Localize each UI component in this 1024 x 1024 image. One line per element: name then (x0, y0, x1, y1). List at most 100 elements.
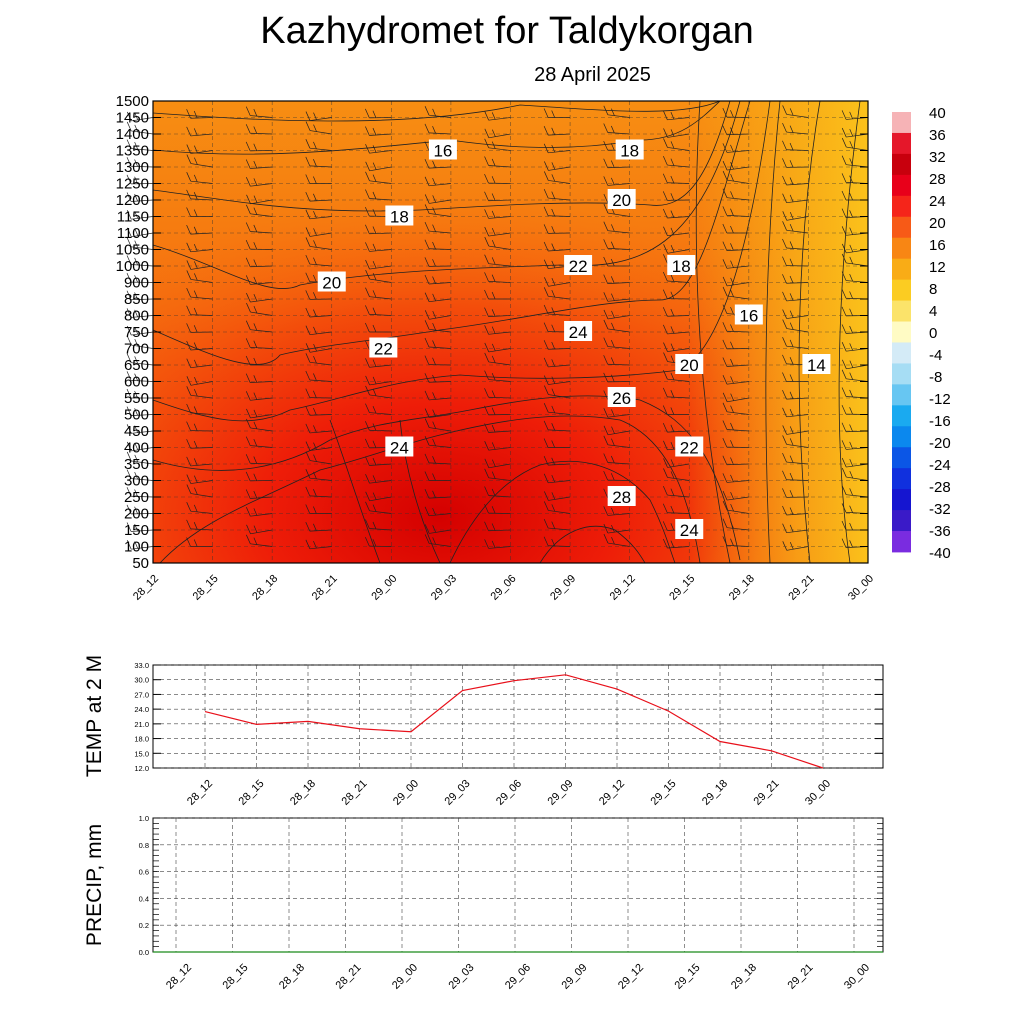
heatmap-y-tick-label: 1200 (116, 192, 149, 209)
heatmap-y-tick-label: 1100 (117, 225, 149, 242)
wind-barb (722, 160, 749, 171)
colorbar-segment (892, 531, 911, 553)
wind-barb (424, 418, 451, 432)
svg-text:20: 20 (322, 274, 341, 293)
wind-barb (186, 421, 213, 432)
heatmap-x-tick-label: 30_00 (846, 573, 876, 603)
temp-x-tick-label: 29_18 (700, 778, 730, 808)
colorbar-segment (892, 279, 911, 301)
wind-barb (246, 204, 273, 217)
temp-series (204, 674, 824, 769)
precip-y-tick-label: 0.8 (139, 841, 149, 850)
contour-label: 18 (667, 255, 696, 276)
temp-y-tick-label: 12.0 (134, 764, 149, 773)
wind-barb (246, 292, 273, 303)
wind-barb (305, 111, 332, 121)
colorbar-label: 36 (929, 127, 946, 144)
wind-barb (305, 469, 332, 481)
wind-barb (603, 292, 630, 302)
contour-label: 18 (385, 205, 414, 227)
contour-label: 24 (564, 321, 593, 342)
wind-barb (126, 121, 154, 135)
wind-barb (186, 474, 213, 484)
wind-barb (305, 539, 332, 550)
precip-panel-frame (152, 817, 884, 953)
wind-barb (365, 358, 392, 368)
wind-barb (544, 277, 571, 287)
wind-barb (603, 176, 630, 186)
heatmap-x-tick-label: 28_12 (131, 573, 161, 603)
colorbar-segment (892, 112, 911, 134)
wind-barb (186, 109, 213, 119)
contour-labels: 16 18 18 20 20 22 18 16 24 22 20 14 26 22 24 28 24 (317, 139, 831, 540)
wind-barb (841, 457, 869, 468)
wind-barb (305, 254, 332, 267)
wind-barb (722, 322, 749, 333)
wind-barb (126, 522, 154, 532)
wind-barb (543, 473, 571, 484)
wind-barb (543, 143, 571, 154)
wind-barb (782, 407, 809, 418)
precip-gridlines (153, 817, 883, 953)
wind-barb (365, 161, 392, 172)
temp-x-tick-label: 29_06 (494, 778, 524, 808)
heatmap-x-tick-label: 28_15 (191, 573, 221, 603)
temp-x-tick-label: 29_09 (546, 778, 576, 808)
wind-barb (484, 111, 511, 121)
heatmap-y-tick-label: 1150 (117, 209, 149, 226)
colorbar-segment (892, 258, 911, 281)
colorbar-segment (892, 363, 911, 385)
svg-text:26: 26 (612, 389, 631, 408)
wind-barb (245, 106, 273, 118)
wind-barb (424, 176, 451, 187)
contour-label: 18 (615, 139, 644, 161)
contour-label: 16 (734, 304, 763, 326)
wind-barb (782, 221, 809, 234)
heatmap-y-tick-label: 250 (124, 489, 149, 506)
wind-barb (186, 484, 213, 498)
svg-text:24: 24 (390, 439, 409, 458)
svg-text:16: 16 (433, 142, 452, 161)
colorbar-label: 0 (929, 325, 937, 342)
colorbar-segment (892, 195, 911, 218)
heatmap-y-tick-label: 1000 (116, 258, 149, 275)
wind-barb (663, 110, 690, 121)
wind-barb (126, 174, 154, 185)
temp-x-tick-label: 28_21 (340, 778, 370, 808)
precip-x-tick-label: 29_12 (616, 962, 646, 992)
wind-barb (186, 386, 213, 399)
wind-barb (424, 106, 451, 118)
wind-barb (305, 451, 332, 465)
wind-barb (365, 171, 392, 184)
wind-barb (365, 144, 392, 154)
svg-text:22: 22 (680, 439, 699, 458)
colorbar-segment (892, 468, 911, 490)
precip-x-tick-label: 28_15 (221, 962, 251, 992)
wind-barb (722, 206, 749, 217)
wind-barb (782, 523, 809, 534)
wind-barb (126, 325, 154, 336)
wind-barb (186, 502, 213, 514)
wind-barb (245, 275, 273, 285)
wind-barb (186, 172, 213, 184)
colorbar-labels: 4036322824201612840-4-8-12-16-20-24-28-3… (929, 105, 951, 562)
wind-barb (603, 274, 630, 285)
wind-barb (722, 143, 749, 153)
temp-y-tick-label: 27.0 (134, 690, 149, 699)
wind-barb (544, 161, 571, 171)
wind-barb (186, 358, 213, 369)
heatmap-y-tick-label: 200 (124, 506, 149, 523)
heatmap-y-tick-label: 550 (124, 390, 149, 407)
colorbar-segment (892, 174, 911, 197)
precip-y-tick-label: 0.6 (139, 868, 149, 877)
wind-barb (305, 343, 332, 353)
wind-barb (663, 226, 690, 237)
wind-barb (126, 111, 154, 122)
wind-barb (782, 337, 809, 349)
wind-barb (245, 391, 273, 401)
colorbar-label: -4 (929, 347, 942, 364)
wind-barb (186, 537, 213, 547)
heatmap-y-tick-label: 600 (124, 374, 149, 391)
wind-barb (782, 435, 809, 448)
wind-barb (126, 540, 154, 550)
